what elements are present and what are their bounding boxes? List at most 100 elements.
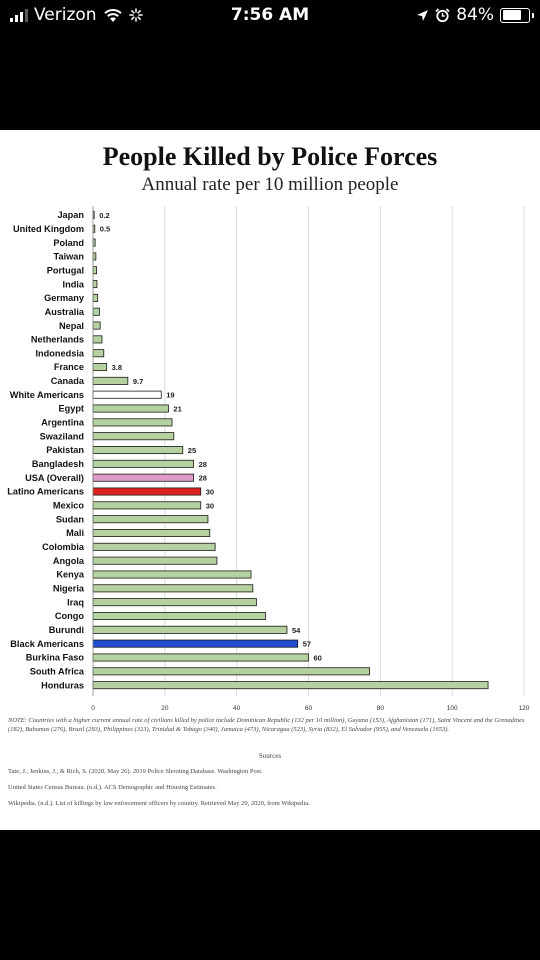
bar <box>92 529 211 538</box>
category-label: Colombia <box>42 542 85 552</box>
data-label: 28 <box>199 460 207 469</box>
activity-spinner-icon <box>128 8 143 22</box>
bar <box>92 681 489 690</box>
sources-heading: Sources <box>258 752 282 760</box>
category-label: Mali <box>66 528 84 538</box>
category-label: United Kingdom <box>13 224 84 234</box>
category-label: Angola <box>53 556 85 566</box>
bar <box>92 570 252 579</box>
category-label: Argentina <box>41 418 85 428</box>
bar <box>92 487 202 496</box>
data-label: 60 <box>314 653 322 662</box>
bar-chart: Japan 0.2 United Kingdom 0.5 Poland Taiwan Por… <box>7 206 530 712</box>
x-tick-label: 120 <box>519 705 530 712</box>
category-label: Bangladesh <box>32 459 84 469</box>
data-label: 9.7 <box>133 377 143 386</box>
data-label: 30 <box>206 488 214 497</box>
source-citation-2: United States Census Bureau. (n.d.). ACS… <box>8 784 217 791</box>
bar <box>92 266 97 275</box>
bar <box>92 611 266 620</box>
data-label: 0.5 <box>100 225 110 234</box>
bar <box>92 515 209 524</box>
category-label: Nepal <box>59 321 84 331</box>
category-label: USA (Overall) <box>25 473 84 483</box>
bar <box>92 584 254 593</box>
category-label: Swaziland <box>40 431 84 441</box>
chart-subtitle: Annual rate per 10 million people <box>141 174 399 195</box>
category-label: India <box>63 279 85 289</box>
battery-icon <box>500 7 534 23</box>
data-label: 19 <box>166 391 174 400</box>
bar <box>92 363 108 372</box>
category-label: Japan <box>57 210 84 220</box>
bar <box>92 307 100 316</box>
category-label: Egypt <box>58 404 84 414</box>
bar <box>92 404 169 413</box>
bar <box>92 349 105 358</box>
battery-level <box>502 10 521 20</box>
carrier-name: Verizon <box>34 5 97 25</box>
x-tick-label: 0 <box>91 705 95 712</box>
data-label: 28 <box>199 474 207 483</box>
data-label: 3.8 <box>112 363 122 372</box>
bar <box>92 625 288 634</box>
chart-note: NOTE: Countries with a higher current an… <box>8 717 525 734</box>
bar <box>92 418 173 427</box>
bar <box>92 446 184 455</box>
data-label: 21 <box>173 405 181 414</box>
category-label: Netherlands <box>31 335 84 345</box>
source-citation-1: Tate, J., Jenkins, J., & Rich, S. (2020,… <box>8 768 263 775</box>
x-tick-label: 100 <box>447 705 458 712</box>
category-label: Congo <box>55 611 84 621</box>
bar <box>92 473 194 482</box>
category-label: Portugal <box>47 265 84 275</box>
category-label: Taiwan <box>54 252 85 262</box>
bar <box>92 459 194 468</box>
bar <box>92 252 97 261</box>
category-label: Kenya <box>56 570 84 580</box>
category-label: White Americans <box>10 390 84 400</box>
category-label: Indonedsia <box>36 348 85 358</box>
category-label: Canada <box>51 376 85 386</box>
category-label: Black Americans <box>10 639 84 649</box>
status-right: 84% <box>416 5 534 25</box>
bar <box>92 335 103 344</box>
category-label: Burundi <box>49 625 84 635</box>
x-tick-label: 40 <box>233 705 241 712</box>
status-left: Verizon <box>10 5 143 25</box>
data-label: 57 <box>303 640 311 649</box>
x-tick-label: 20 <box>161 705 169 712</box>
status-time: 7:56 AM <box>230 5 310 25</box>
wifi-icon <box>103 8 122 22</box>
alarm-clock-icon <box>435 7 450 22</box>
category-label: South Africa <box>30 667 85 677</box>
category-label: Germany <box>44 293 85 303</box>
category-label: Latino Americans <box>7 487 84 497</box>
bar <box>92 390 162 399</box>
category-label: Iraq <box>67 597 84 607</box>
bar <box>92 280 98 289</box>
category-label: Nigeria <box>53 584 85 594</box>
bar <box>92 432 175 441</box>
source-citation-3: Wikipedia. (n.d.). List of killings by l… <box>8 800 310 807</box>
x-tick-label: 60 <box>305 705 313 712</box>
data-label: 30 <box>206 501 214 510</box>
bar <box>92 321 101 330</box>
bar <box>92 639 299 648</box>
chart-title: People Killed by Police Forces <box>102 142 438 171</box>
category-label: Mexico <box>53 501 85 511</box>
bar <box>92 376 129 385</box>
data-label: 54 <box>292 626 301 635</box>
category-label: Poland <box>53 238 84 248</box>
category-label: Sudan <box>56 514 84 524</box>
bar <box>92 293 99 302</box>
status-bar: Verizon 7:56 AM 84% <box>0 0 540 32</box>
location-arrow-icon <box>417 9 429 21</box>
data-label: 25 <box>188 446 196 455</box>
category-label: Australia <box>45 307 85 317</box>
category-label: France <box>54 362 84 372</box>
bar <box>92 653 309 662</box>
chart-photo: People Killed by Police Forces Annual ra… <box>0 130 540 830</box>
signal-bars-icon <box>10 8 28 22</box>
data-label: 0.2 <box>99 211 109 220</box>
